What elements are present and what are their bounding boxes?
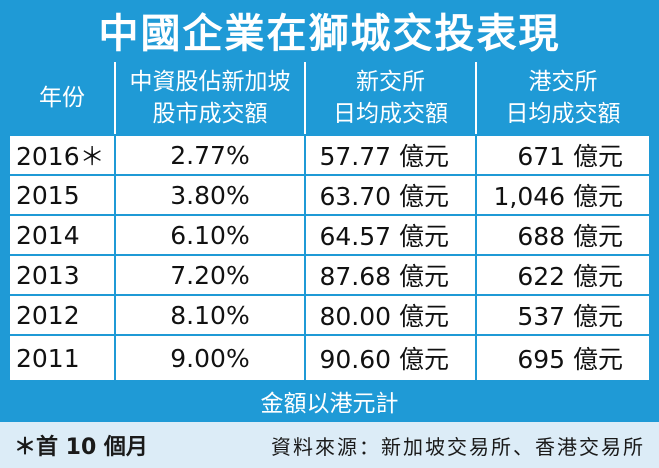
table-row: 2016＊ 2.77% 57.77 億元 671 億元: [10, 136, 649, 176]
header-sgx-line2: 日均成交額: [333, 101, 448, 127]
cell-year: 2014: [10, 216, 116, 254]
table-row: 2011 9.00% 90.60 億元 695 億元: [10, 336, 649, 380]
cell-year: 2013: [10, 256, 116, 294]
cell-sgx: 80.00 億元: [306, 296, 477, 334]
header-pct-line2: 股市成交額: [152, 101, 268, 127]
cell-pct: 9.00%: [116, 336, 306, 380]
cell-sgx: 90.60 億元: [306, 336, 477, 380]
header-sgx: 新交所 日均成交額: [306, 62, 477, 134]
data-table: 2016＊ 2.77% 57.77 億元 671 億元 2015 3.80% 6…: [10, 136, 649, 380]
cell-pct: 6.10%: [116, 216, 306, 254]
cell-pct: 3.80%: [116, 176, 306, 214]
page-title: 中國企業在獅城交投表現: [98, 11, 561, 57]
cell-year: 2016＊: [10, 136, 116, 174]
cell-hkex: 688 億元: [517, 222, 623, 251]
table-header: 年份 中資股佔新加坡 股市成交額 新交所 日均成交額 港交所 日均成交額: [10, 62, 649, 134]
cell-hkex: 537 億元: [517, 302, 623, 331]
header-sgx-line1: 新交所: [356, 69, 425, 95]
cell-sgx: 63.70 億元: [306, 176, 477, 214]
header-pct-line1: 中資股佔新加坡: [129, 69, 291, 95]
cell-year: 2015: [10, 176, 116, 214]
cell-year: 2011: [10, 336, 116, 380]
header-year: 年份: [10, 62, 116, 134]
cell-sgx: 64.57 億元: [306, 216, 477, 254]
source-credit: 資料來源：新加坡交易所、香港交易所: [271, 434, 645, 459]
cell-hkex: 695 億元: [517, 345, 623, 374]
footer-bar: ＊首 10 個月 資料來源：新加坡交易所、香港交易所: [0, 422, 659, 468]
cell-sgx: 87.68 億元: [306, 256, 477, 294]
cell-sgx: 57.77 億元: [306, 136, 477, 174]
cell-hkex: 622 億元: [517, 262, 623, 291]
table-row: 2013 7.20% 87.68 億元 622 億元: [10, 256, 649, 296]
footnote: ＊首 10 個月: [14, 435, 148, 460]
header-pct: 中資股佔新加坡 股市成交額: [116, 62, 306, 134]
cell-pct: 8.10%: [116, 296, 306, 334]
cell-hkex: 671 億元: [517, 142, 623, 171]
cell-pct: 2.77%: [116, 136, 306, 174]
header-hkex: 港交所 日均成交額: [477, 62, 649, 134]
table-row: 2014 6.10% 64.57 億元 688 億元: [10, 216, 649, 256]
cell-year: 2012: [10, 296, 116, 334]
table-row: 2015 3.80% 63.70 億元 1,046 億元: [10, 176, 649, 216]
header-hkex-line1: 港交所: [528, 69, 598, 95]
table-row: 2012 8.10% 80.00 億元 537 億元: [10, 296, 649, 336]
header-hkex-line2: 日均成交額: [505, 101, 621, 127]
cell-hkex: 1,046 億元: [493, 182, 623, 211]
cell-pct: 7.20%: [116, 256, 306, 294]
currency-note: 金額以港元計: [260, 391, 399, 417]
